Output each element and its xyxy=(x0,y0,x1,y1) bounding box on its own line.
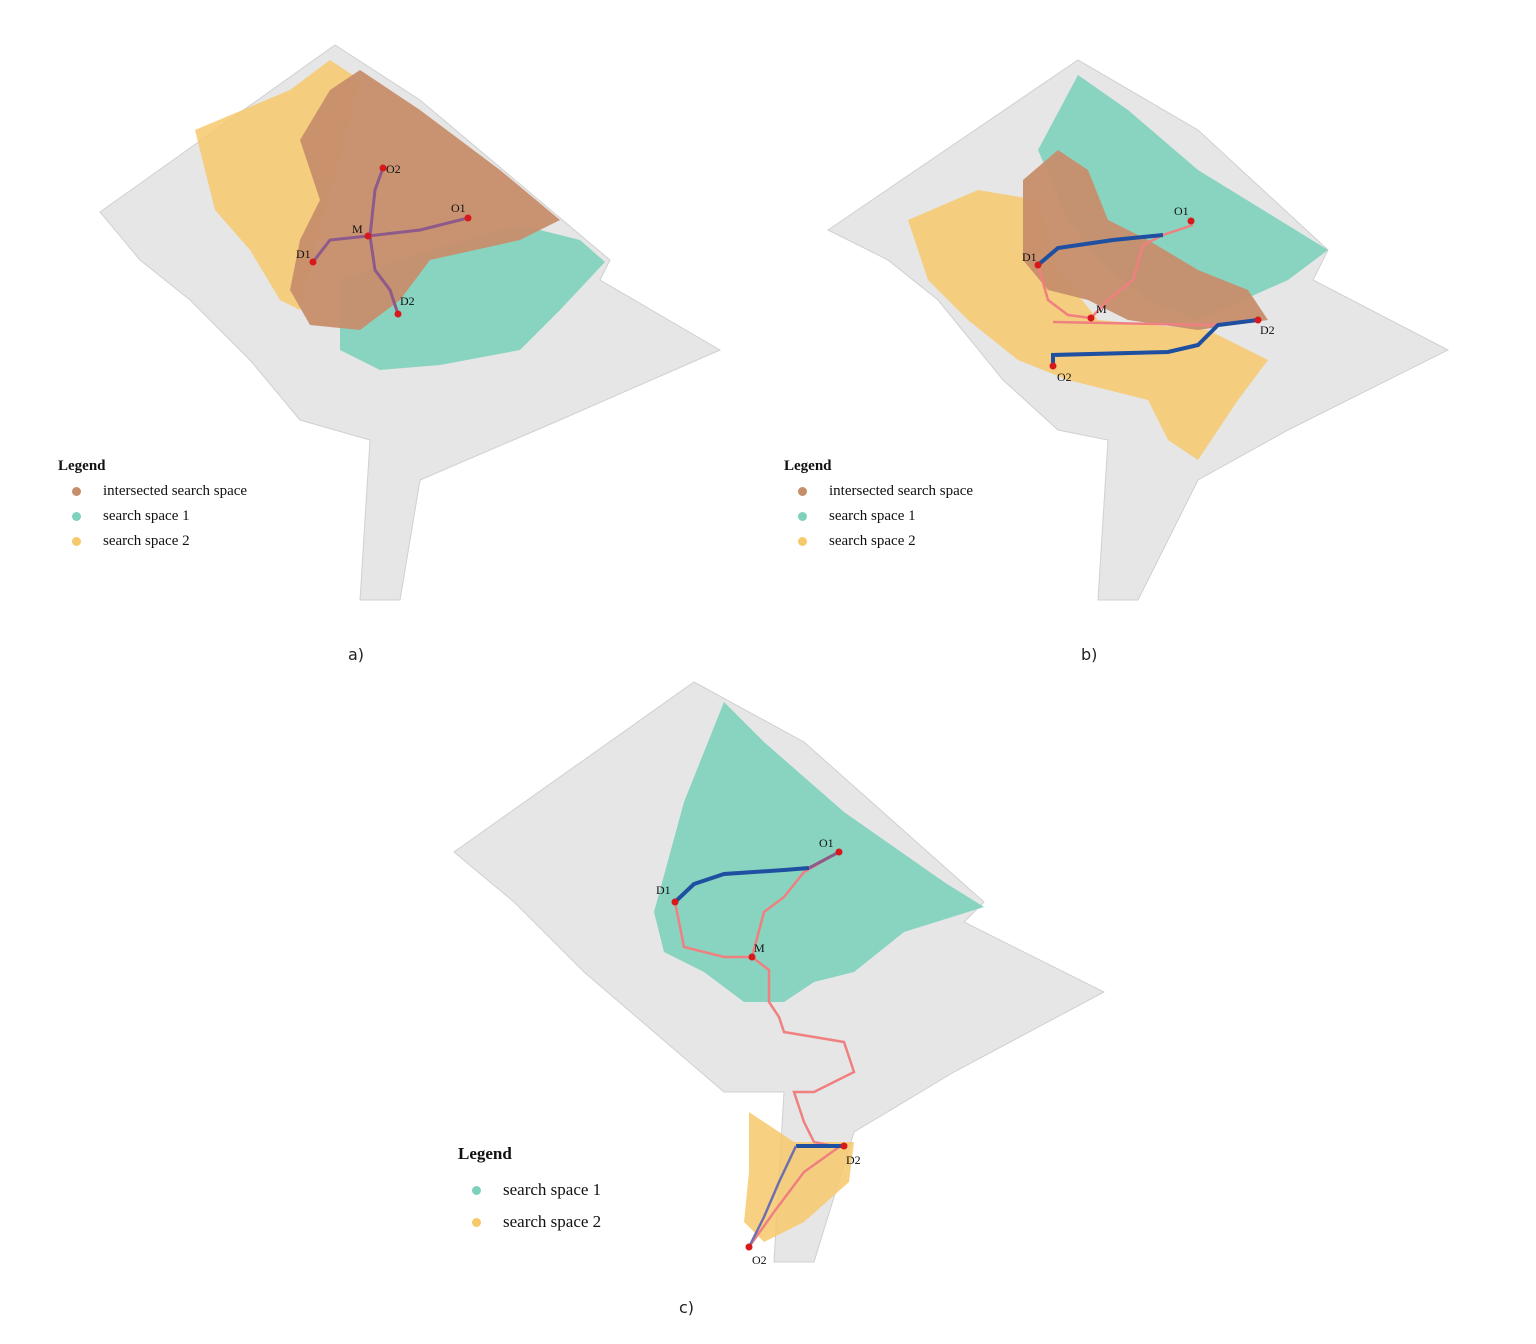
node-M xyxy=(1087,314,1095,322)
legend-item-space2: search space 2 xyxy=(58,533,247,550)
label-D2: D2 xyxy=(1260,323,1275,337)
legend-item-space1: search space 1 xyxy=(784,508,973,525)
search-space-1 xyxy=(654,702,984,1002)
space1-dot-icon xyxy=(798,512,807,521)
legend-label: search space 2 xyxy=(103,533,190,549)
search-space-2 xyxy=(908,190,1268,460)
node-D1 xyxy=(309,258,317,266)
panel-b: O1 D1 M D2 O2 Legend intersected search … xyxy=(768,0,1536,672)
space1-dot-icon xyxy=(72,512,81,521)
route-blue-1 xyxy=(1036,233,1164,267)
map-b: O1 D1 M D2 O2 xyxy=(827,59,1450,601)
legend-title: Legend xyxy=(58,458,106,474)
label-D1: D1 xyxy=(296,247,311,261)
map-a: O2 O1 M D1 D2 xyxy=(99,44,722,601)
node-D2 xyxy=(1254,316,1262,324)
legend-label: intersected search space xyxy=(103,483,248,499)
route-blue-1 xyxy=(673,866,810,904)
legend-label: search space 1 xyxy=(829,508,916,524)
label-D1: D1 xyxy=(1022,250,1037,264)
label-M: M xyxy=(352,222,363,236)
legend-a: Legend intersected search space search s… xyxy=(58,458,247,550)
label-M: M xyxy=(754,941,765,955)
caption-b: b) xyxy=(1081,645,1098,664)
route-purple xyxy=(808,850,840,870)
legend-item-intersected: intersected search space xyxy=(784,483,973,500)
legend-item-space2: search space 2 xyxy=(784,533,973,550)
route-2 xyxy=(368,167,400,315)
legend-c: Legend search space 1 search space 2 xyxy=(458,1144,601,1232)
legend-label: search space 2 xyxy=(829,533,916,549)
label-O1: O1 xyxy=(451,201,466,215)
route-blue-2 xyxy=(1051,318,1259,366)
node-O2 xyxy=(1049,362,1057,370)
label-O2: O2 xyxy=(1057,370,1072,384)
intersected-search-space xyxy=(1023,150,1268,330)
node-D1 xyxy=(671,898,679,906)
space2-dot-icon xyxy=(798,537,807,546)
legend-b: Legend intersected search space search s… xyxy=(784,458,973,550)
space1-dot-icon xyxy=(472,1185,481,1195)
label-D2: D2 xyxy=(846,1153,861,1167)
map-c: O1 D1 M D2 O2 xyxy=(453,681,1106,1267)
label-O2: O2 xyxy=(752,1253,767,1267)
intersected-dot-icon xyxy=(72,487,81,496)
legend-item-space1: search space 1 xyxy=(58,508,247,525)
node-M xyxy=(748,953,756,961)
legend-title: Legend xyxy=(458,1144,512,1163)
route-pink xyxy=(1036,223,1194,320)
route-pink xyxy=(673,901,856,1248)
legend-item-intersected: intersected search space xyxy=(58,483,247,500)
node-D2 xyxy=(394,310,402,318)
caption-a: a) xyxy=(348,645,365,664)
legend-item-space2: search space 2 xyxy=(458,1212,601,1232)
node-D2 xyxy=(840,1142,848,1150)
legend-label: search space 1 xyxy=(103,508,190,524)
panel-c: O1 D1 M D2 O2 Legend search space 1 sear… xyxy=(384,672,1152,1344)
node-D1 xyxy=(1034,261,1042,269)
node-M xyxy=(364,232,372,240)
node-O1 xyxy=(835,848,843,856)
node-O1 xyxy=(464,214,472,222)
label-O2: O2 xyxy=(386,162,401,176)
legend-label: intersected search space xyxy=(829,483,974,499)
intersected-dot-icon xyxy=(798,487,807,496)
node-O1 xyxy=(1187,217,1195,225)
legend-label: search space 2 xyxy=(503,1212,602,1231)
node-O2 xyxy=(745,1243,753,1251)
caption-c: c) xyxy=(679,1298,695,1317)
node-O2 xyxy=(379,164,387,172)
label-M: M xyxy=(1096,302,1107,316)
space2-dot-icon xyxy=(72,537,81,546)
label-O1: O1 xyxy=(819,836,834,850)
panel-a: O2 O1 M D1 D2 Legend intersected search … xyxy=(0,0,768,672)
legend-label: search space 1 xyxy=(503,1180,602,1199)
route-purple-2 xyxy=(747,1145,798,1248)
label-O1: O1 xyxy=(1174,204,1189,218)
label-D1: D1 xyxy=(656,883,671,897)
intersected-search-space xyxy=(290,70,560,330)
space2-dot-icon xyxy=(472,1217,481,1227)
label-D2: D2 xyxy=(400,294,415,308)
legend-item-space1: search space 1 xyxy=(458,1180,601,1200)
legend-title: Legend xyxy=(784,458,832,474)
